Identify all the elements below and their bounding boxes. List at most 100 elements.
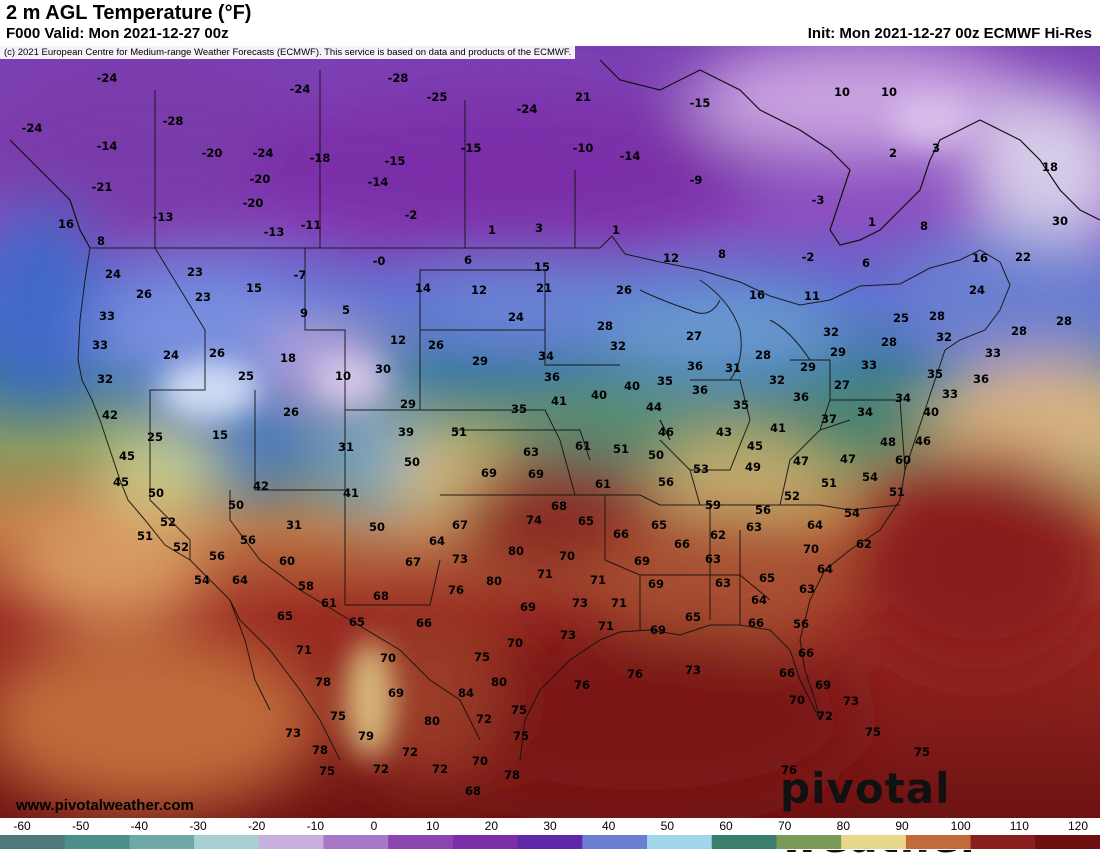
colorbar-tick-label: 120 bbox=[1067, 819, 1089, 833]
temperature-label: -15 bbox=[461, 141, 482, 155]
colorbar-tick-label: 20 bbox=[484, 819, 499, 833]
temperature-label: 6 bbox=[862, 256, 870, 270]
temperature-label: -14 bbox=[368, 175, 389, 189]
temperature-label: 70 bbox=[803, 542, 819, 556]
colorbar-tick-label: -20 bbox=[247, 819, 266, 833]
temperature-label: 66 bbox=[748, 616, 764, 630]
temperature-label: 50 bbox=[648, 448, 664, 462]
temperature-label: -0 bbox=[373, 254, 386, 268]
temperature-label: 42 bbox=[102, 408, 118, 422]
temperature-label: 52 bbox=[784, 489, 800, 503]
colorbar-segment bbox=[1035, 835, 1100, 849]
temperature-label: 49 bbox=[745, 460, 761, 474]
temperature-label: 68 bbox=[465, 784, 481, 798]
colorbar-segment bbox=[194, 835, 260, 849]
colorbar-tick-label: -40 bbox=[130, 819, 148, 833]
temperature-label: 70 bbox=[472, 754, 488, 768]
temperature-label: 64 bbox=[807, 518, 823, 532]
temperature-label: 15 bbox=[534, 260, 550, 274]
temperature-label: -20 bbox=[250, 172, 271, 186]
temperature-label: 63 bbox=[523, 445, 539, 459]
temperature-label: 75 bbox=[330, 709, 346, 723]
temperature-label: 72 bbox=[402, 745, 418, 759]
temperature-label: 71 bbox=[598, 619, 614, 633]
temperature-label: 67 bbox=[405, 555, 421, 569]
temperature-label: 78 bbox=[504, 768, 520, 782]
temperature-label: -13 bbox=[153, 210, 174, 224]
temperature-label: 64 bbox=[817, 562, 833, 576]
temperature-label: 26 bbox=[616, 283, 632, 297]
temperature-label: 63 bbox=[799, 582, 815, 596]
temperature-label: 72 bbox=[817, 709, 833, 723]
temperature-label: 63 bbox=[715, 576, 731, 590]
temperature-label: -25 bbox=[427, 90, 448, 104]
colorbar-segment bbox=[388, 835, 454, 849]
temperature-label: 28 bbox=[881, 335, 897, 349]
temperature-label: -7 bbox=[294, 268, 307, 282]
temperature-label: 51 bbox=[613, 442, 629, 456]
temperature-label: 25 bbox=[147, 430, 163, 444]
temperature-label: 23 bbox=[187, 265, 203, 279]
map-header: 2 m AGL Temperature (°F) F000 Valid: Mon… bbox=[0, 0, 1100, 46]
temperature-label: 11 bbox=[804, 289, 820, 303]
site-url[interactable]: www.pivotalweather.com bbox=[16, 797, 194, 814]
temperature-label: 66 bbox=[798, 646, 814, 660]
temperature-label: 15 bbox=[246, 281, 262, 295]
temperature-label: 64 bbox=[429, 534, 445, 548]
temperature-label: 52 bbox=[173, 540, 189, 554]
temperature-label: -11 bbox=[301, 218, 322, 232]
temperature-label: 73 bbox=[452, 552, 468, 566]
colorbar-tick-label: 100 bbox=[950, 819, 971, 833]
temperature-label: 73 bbox=[685, 663, 701, 677]
temperature-label: 69 bbox=[648, 577, 664, 591]
temperature-label: 69 bbox=[528, 467, 544, 481]
temperature-label: 18 bbox=[1042, 160, 1058, 174]
temperature-label: 31 bbox=[338, 440, 354, 454]
temperature-label: 37 bbox=[821, 412, 837, 426]
temperature-label: 72 bbox=[432, 762, 448, 776]
colorbar-segment bbox=[129, 835, 195, 849]
colorbar-tick-label: -60 bbox=[13, 819, 31, 833]
temperature-label: 36 bbox=[973, 372, 989, 386]
temperature-label: 36 bbox=[793, 390, 809, 404]
temperature-label: 44 bbox=[646, 400, 662, 414]
temperature-label: 65 bbox=[578, 514, 594, 528]
temperature-map[interactable]: -24 -28 -24 -25 21 -15 10 10 -24 -28 -24 -15 -10 -14 2… bbox=[0, 46, 1100, 818]
colorbar-tick-label: 50 bbox=[660, 819, 675, 833]
temperature-label: 36 bbox=[692, 383, 708, 397]
temperature-label: 34 bbox=[857, 405, 873, 419]
temperature-label: 71 bbox=[590, 573, 606, 587]
temperature-label: 51 bbox=[451, 425, 467, 439]
temperature-label: 26 bbox=[428, 338, 444, 352]
temperature-colorbar: -60 -50 -40 -30 -20 -10 0 10 20 30 40 50 60 70 80 90 100… bbox=[0, 818, 1100, 850]
temperature-label: 27 bbox=[686, 329, 702, 343]
colorbar-tick-label: 70 bbox=[777, 819, 792, 833]
temperature-label: 68 bbox=[551, 499, 567, 513]
valid-time: F000 Valid: Mon 2021-12-27 00z bbox=[6, 25, 229, 42]
temperature-label: 66 bbox=[613, 527, 629, 541]
temperature-label: 30 bbox=[1052, 214, 1068, 228]
temperature-label: -20 bbox=[202, 146, 223, 160]
temperature-label: 80 bbox=[508, 544, 524, 558]
temperature-label: 32 bbox=[610, 339, 626, 353]
temperature-label: 1 bbox=[488, 223, 496, 237]
colorbar-tick-label: 40 bbox=[601, 819, 616, 833]
temperature-label: 65 bbox=[349, 615, 365, 629]
temperature-label: 26 bbox=[136, 287, 152, 301]
temperature-label: 34 bbox=[538, 349, 554, 363]
colorbar-tick-label: -50 bbox=[71, 819, 90, 833]
temperature-label: 33 bbox=[985, 346, 1001, 360]
colorbar-segment bbox=[711, 835, 777, 849]
temperature-label: 80 bbox=[486, 574, 502, 588]
temperature-label: 12 bbox=[390, 333, 406, 347]
colorbar-tick-label: -30 bbox=[189, 819, 207, 833]
temperature-label: 32 bbox=[823, 325, 839, 339]
temperature-label: 64 bbox=[751, 593, 767, 607]
colorbar-segment bbox=[323, 835, 389, 849]
temperature-label: 16 bbox=[972, 251, 988, 265]
temperature-label: 56 bbox=[755, 503, 771, 517]
temperature-label: 47 bbox=[840, 452, 856, 466]
temperature-label: 29 bbox=[400, 397, 416, 411]
temperature-label: 26 bbox=[283, 405, 299, 419]
temperature-label: 48 bbox=[880, 435, 896, 449]
